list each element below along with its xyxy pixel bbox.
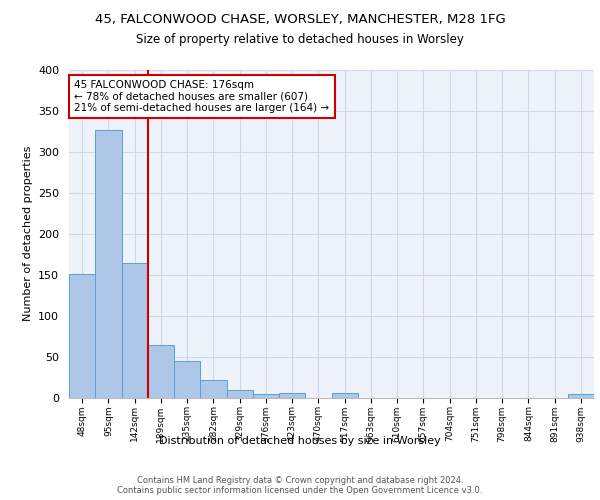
Bar: [331, 394, 358, 398]
Bar: [227, 390, 253, 398]
Text: 45, FALCONWOOD CHASE, WORSLEY, MANCHESTER, M28 1FG: 45, FALCONWOOD CHASE, WORSLEY, MANCHESTE…: [95, 12, 505, 26]
Bar: [174, 362, 200, 398]
Bar: [148, 345, 174, 398]
Text: 45 FALCONWOOD CHASE: 176sqm
← 78% of detached houses are smaller (607)
21% of se: 45 FALCONWOOD CHASE: 176sqm ← 78% of det…: [74, 80, 329, 113]
Y-axis label: Number of detached properties: Number of detached properties: [23, 146, 32, 322]
Text: Size of property relative to detached houses in Worsley: Size of property relative to detached ho…: [136, 32, 464, 46]
Bar: [121, 263, 148, 398]
Bar: [200, 380, 227, 398]
Bar: [95, 130, 121, 398]
Bar: [253, 394, 279, 398]
Text: Distribution of detached houses by size in Worsley: Distribution of detached houses by size …: [159, 436, 441, 446]
Bar: [69, 274, 95, 398]
Bar: [568, 394, 594, 398]
Bar: [279, 394, 305, 398]
Text: Contains HM Land Registry data © Crown copyright and database right 2024.
Contai: Contains HM Land Registry data © Crown c…: [118, 476, 482, 495]
